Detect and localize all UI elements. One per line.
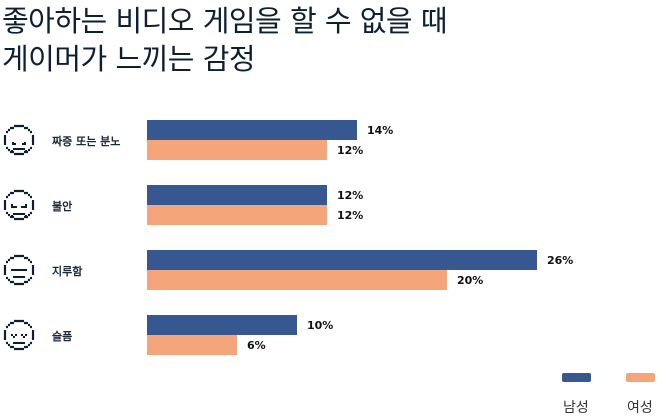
bored-face-icon	[2, 253, 36, 287]
legend-label: 여성	[627, 400, 653, 416]
category-label: 지루함	[52, 265, 83, 278]
bar-male	[147, 185, 327, 205]
value-label: 26%	[547, 254, 574, 267]
value-label: 10%	[307, 319, 334, 332]
bar-male	[147, 120, 357, 140]
value-label: 12%	[337, 209, 364, 222]
legend-swatch	[626, 373, 655, 382]
bar-female	[147, 205, 327, 225]
category-label: 짜증 또는 분노	[52, 135, 121, 148]
bar-female	[147, 270, 447, 290]
chart-title: 좋아하는 비디오 게임을 할 수 없을 때 게이머가 느끼는 감정	[2, 4, 448, 76]
value-label: 6%	[247, 339, 266, 352]
anxious-face-icon	[2, 188, 36, 222]
value-label: 12%	[337, 144, 364, 157]
bar-female	[147, 335, 237, 355]
value-label: 12%	[337, 189, 364, 202]
legend-label: 남성	[563, 400, 589, 416]
bar-female	[147, 140, 327, 160]
angry-face-icon	[2, 123, 36, 157]
value-label: 14%	[367, 124, 394, 137]
category-label: 불안	[52, 200, 73, 213]
legend-swatch	[562, 373, 591, 382]
bar-male	[147, 315, 297, 335]
bar-male	[147, 250, 537, 270]
value-label: 20%	[457, 274, 484, 287]
sad-face-icon	[2, 318, 36, 352]
category-label: 슬픔	[52, 330, 73, 343]
